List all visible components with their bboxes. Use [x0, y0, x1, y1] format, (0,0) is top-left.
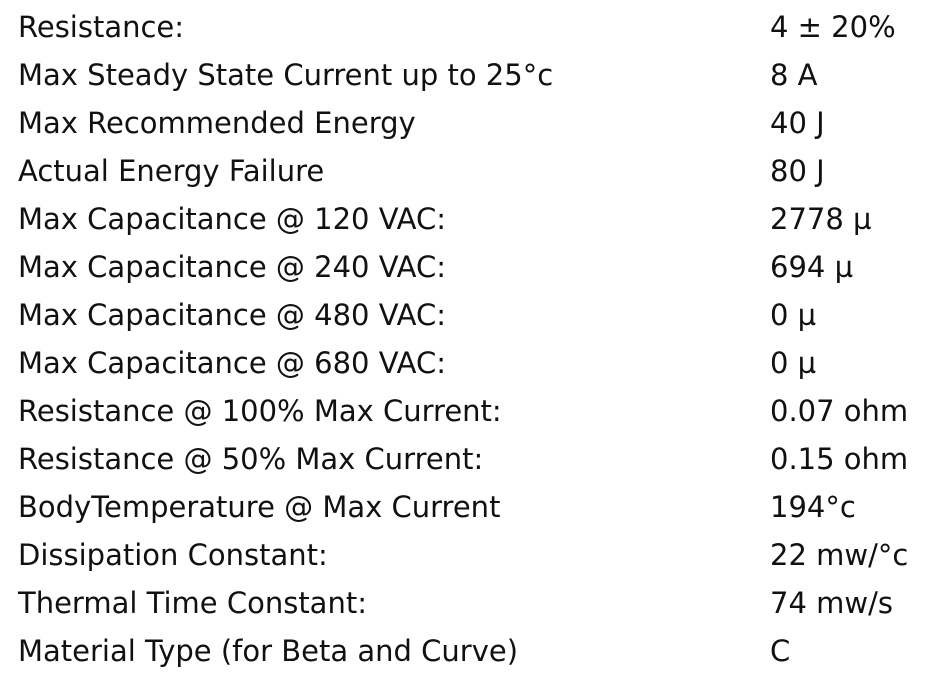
- spec-value: 40 J: [770, 106, 825, 140]
- spec-value: 22 mw/°c: [770, 538, 909, 572]
- spec-value: 80 J: [770, 154, 825, 188]
- spec-label: Max Steady State Current up to 25°c: [18, 58, 554, 92]
- spec-label: Resistance @ 100% Max Current:: [18, 394, 502, 428]
- spec-value: 0 µ: [770, 298, 817, 332]
- spec-label: BodyTemperature @ Max Current: [18, 490, 501, 524]
- spec-value: 0.15 ohm: [770, 442, 909, 476]
- spec-label: Max Recommended Energy: [18, 106, 416, 140]
- spec-value: C: [770, 634, 791, 668]
- spec-label: Resistance @ 50% Max Current:: [18, 442, 484, 476]
- spec-value: 0.07 ohm: [770, 394, 909, 428]
- spec-label: Max Capacitance @ 480 VAC:: [18, 298, 447, 332]
- spec-label: Dissipation Constant:: [18, 538, 328, 572]
- spec-label: Thermal Time Constant:: [18, 586, 367, 620]
- spec-label: Material Type (for Beta and Curve): [18, 634, 519, 668]
- spec-label: Max Capacitance @ 120 VAC:: [18, 202, 447, 236]
- spec-value: 194°c: [770, 490, 856, 524]
- spec-value: 2778 µ: [770, 202, 872, 236]
- spec-value: 0 µ: [770, 346, 817, 380]
- spec-label: Actual Energy Failure: [18, 154, 325, 188]
- spec-value: 8 A: [770, 58, 818, 92]
- spec-label: Max Capacitance @ 680 VAC:: [18, 346, 447, 380]
- spec-value: 4 ± 20%: [770, 10, 896, 44]
- spec-value: 694 µ: [770, 250, 854, 284]
- spec-label: Resistance:: [18, 10, 185, 44]
- spec-value: 74 mw/s: [770, 586, 893, 620]
- spec-label: Max Capacitance @ 240 VAC:: [18, 250, 447, 284]
